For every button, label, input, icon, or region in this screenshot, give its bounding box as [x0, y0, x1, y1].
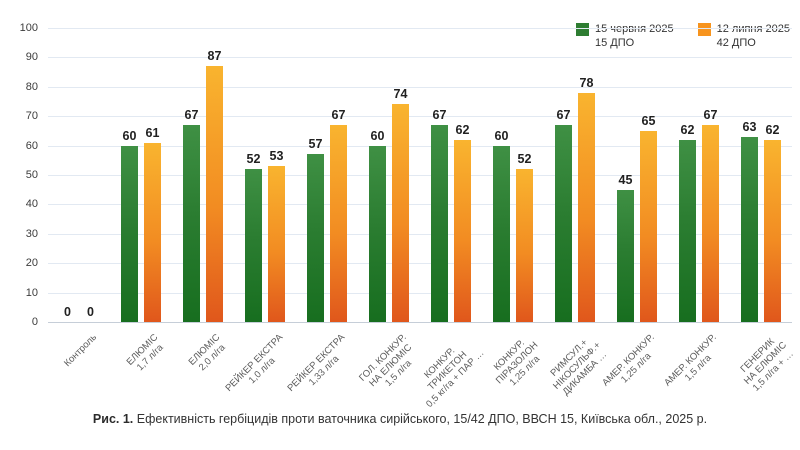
legend-swatch-orange — [697, 23, 711, 36]
bar-value-label: 45 — [618, 172, 633, 187]
bar-orange — [144, 142, 161, 322]
bar-value-label: 60 — [370, 128, 385, 143]
y-axis-tick-label: 50 — [25, 169, 38, 181]
bar-chart: 15 червня 2025 15 ДПО 12 липня 2025 42 ДПО … — [19, 22, 796, 410]
bar-green — [369, 145, 386, 322]
bar-orange — [268, 166, 285, 322]
legend-item: 15 червня 2025 15 ДПО — [575, 22, 674, 50]
bar-value-label: 67 — [184, 108, 199, 123]
gridline — [48, 86, 792, 88]
bar-orange — [392, 104, 409, 322]
bar-value-label: 63 — [742, 119, 757, 134]
y-axis-tick-label: 40 — [25, 198, 38, 211]
bar-value-label: 52 — [246, 152, 261, 167]
x-axis-category-label: ГЕНЕРИК НА ЕЛЮМІС 1,5 л/га + … — [738, 336, 796, 394]
bar-green — [617, 189, 634, 322]
bar-green — [493, 145, 510, 322]
bar-value-label: 57 — [308, 137, 323, 152]
bar-value-label: 52 — [517, 152, 532, 167]
bar-green — [183, 125, 200, 322]
bar-value-label: 74 — [393, 87, 408, 102]
bar-green — [245, 169, 262, 322]
legend-label: 15 червня 2025 15 ДПО — [594, 23, 674, 49]
y-axis-tick-label: 10 — [25, 286, 38, 299]
legend-swatch-green — [575, 23, 589, 36]
bar-value-label: 61 — [145, 125, 160, 140]
gridline — [48, 263, 792, 265]
bar-orange — [516, 169, 533, 322]
x-axis-line — [48, 322, 792, 323]
y-axis-tick-label: 90 — [25, 51, 38, 64]
x-axis-category-label: ЕЛЮМІС 1,7 л/га — [125, 332, 167, 374]
x-axis-category-label: РЕЙКЕР ЕКСТРА 1,33 л/га — [284, 332, 347, 394]
x-axis-category-label: АМЕР. КОНКУР. 1,25 л/га — [600, 332, 657, 389]
caption-prefix: Рис. 1. — [92, 412, 134, 426]
bar-value-label: 62 — [455, 122, 470, 137]
bar-value-label: 60 — [494, 128, 509, 143]
bar-orange — [206, 66, 223, 322]
bar-value-label: 67 — [432, 108, 447, 123]
bar-orange — [330, 125, 347, 322]
gridline — [48, 28, 792, 29]
bar-orange — [578, 92, 595, 322]
y-axis-tick-label: 100 — [19, 22, 38, 34]
bar-orange — [454, 139, 471, 322]
x-axis-category-label: Контроль — [61, 332, 99, 369]
gridline — [48, 116, 792, 118]
bar-green — [741, 136, 758, 322]
bar-green — [555, 125, 572, 322]
figure-caption: Рис. 1. Ефективність гербіцидів проти ва… — [0, 412, 800, 426]
gridline — [48, 204, 792, 206]
gridline — [48, 175, 792, 176]
bar-green — [431, 125, 448, 322]
x-axis-category-label: КОНКУР. ТРИКЕТОН 0,5 кг/га + ПАР … — [422, 345, 487, 410]
bar-green — [679, 139, 696, 322]
gridline — [48, 145, 792, 147]
gridline — [48, 57, 792, 59]
bar-value-label: 67 — [331, 108, 346, 123]
y-axis-tick-label: 30 — [25, 227, 38, 240]
x-axis-category-label: КОНКУР. ПІРАЗОЛОН 1,25 л/га — [491, 337, 543, 389]
y-axis-tick-label: 60 — [25, 139, 38, 152]
legend-label: 12 липня 2025 42 ДПО — [716, 23, 790, 49]
x-axis-category-label: РЕЙКЕР ЕКСТРА 1,0 л/га — [222, 332, 285, 394]
bar-value-label: 65 — [641, 113, 656, 128]
x-axis-category-label: РИМСУЛ.+ НІКОСУЛЬФ.+ ДИКАМБА … — [548, 337, 609, 398]
y-axis-tick-label: 80 — [25, 80, 38, 93]
x-axis-category-label: ЕЛЮМІС 2,0 л/га — [187, 332, 229, 374]
gridline — [48, 233, 792, 235]
y-axis-tick-label: 20 — [25, 257, 38, 270]
y-axis-tick-label: 70 — [25, 110, 38, 123]
legend-item: 12 липня 2025 42 ДПО — [697, 22, 790, 50]
bar-value-label: 78 — [579, 75, 594, 90]
bar-value-label: 62 — [765, 122, 780, 137]
bar-value-label: 0 — [64, 305, 71, 319]
legend: 15 червня 2025 15 ДПО 12 липня 2025 42 ДПО — [575, 22, 790, 50]
gridline — [48, 292, 792, 294]
bar-value-label: 53 — [269, 149, 284, 164]
bar-orange — [640, 130, 657, 322]
bar-value-label: 67 — [556, 108, 571, 123]
x-axis-category-label: АМЕР. КОНКУР. 1,5 л/га — [662, 332, 719, 389]
bar-green — [307, 154, 324, 322]
caption-text: Ефективність гербіцидів проти ваточника … — [136, 412, 708, 426]
bar-value-label: 62 — [680, 122, 695, 137]
y-axis-tick-label: 0 — [31, 316, 38, 328]
bar-orange — [702, 125, 719, 322]
bar-value-label: 87 — [207, 49, 222, 64]
bar-value-label: 67 — [703, 108, 718, 123]
bar-orange — [764, 139, 781, 322]
bar-green — [121, 145, 138, 322]
bar-value-label: 0 — [87, 305, 94, 319]
bar-value-label: 60 — [122, 128, 137, 143]
